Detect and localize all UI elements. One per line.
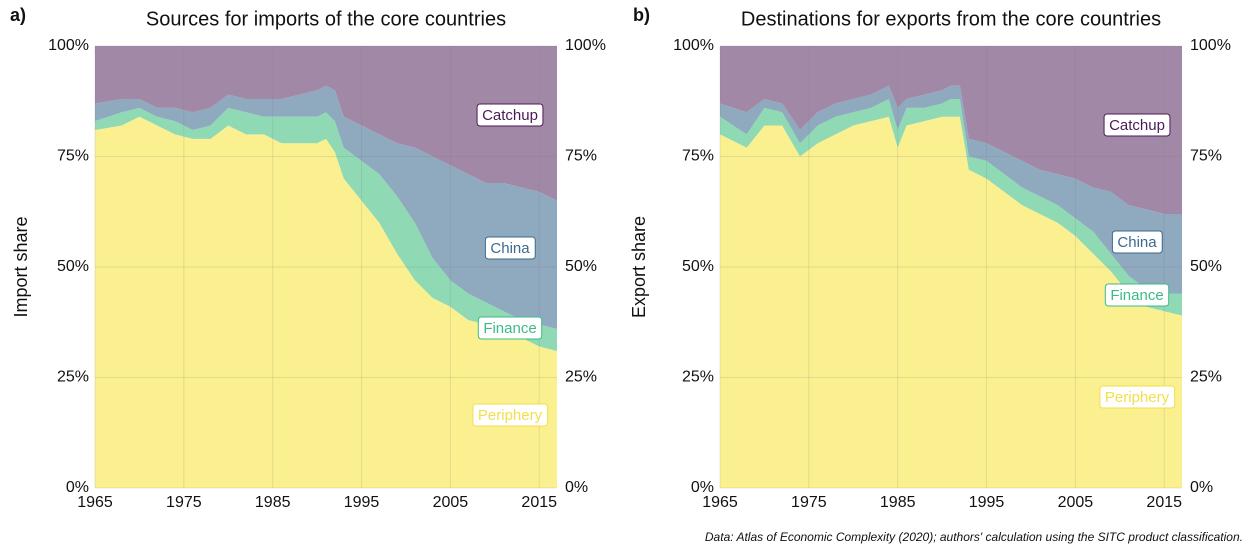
label-box — [1099, 385, 1176, 409]
label-box — [1111, 230, 1163, 254]
area — [720, 46, 1182, 214]
y-tick-label: 75% — [682, 148, 714, 165]
x-tick-label: 1995 — [969, 494, 1005, 511]
x-tick-label: 1995 — [344, 494, 380, 511]
series-label-text: Periphery — [1105, 389, 1170, 406]
area — [720, 85, 1182, 294]
y2-tick-label: 100% — [1190, 37, 1231, 54]
series-label-text: Periphery — [478, 407, 543, 424]
label-box — [472, 403, 549, 427]
y2-tick-label: 75% — [565, 148, 597, 165]
label-box — [476, 103, 544, 127]
panel-label: b) — [633, 5, 650, 25]
chart-title: Sources for imports of the core countrie… — [146, 8, 506, 30]
y2-tick-label: 25% — [565, 369, 597, 386]
y2-tick-label: 75% — [1190, 148, 1222, 165]
series-label: Finance — [477, 316, 543, 340]
source-note: Data: Atlas of Economic Complexity (2020… — [705, 530, 1243, 544]
series-label-text: Finance — [1110, 287, 1163, 304]
y-axis-label: Import share — [11, 216, 31, 317]
y2-tick-label: 25% — [1190, 369, 1222, 386]
y-tick-label: 50% — [57, 258, 89, 275]
y-tick-label: 100% — [48, 37, 89, 54]
y-axis-label: Export share — [629, 216, 649, 318]
series-label-text: Catchup — [482, 107, 538, 124]
series-label-text: China — [490, 240, 530, 257]
series-label: Periphery — [1099, 385, 1176, 409]
x-tick-label: 2015 — [1146, 494, 1182, 511]
panel-label: a) — [10, 5, 26, 25]
y2-tick-label: 50% — [1190, 258, 1222, 275]
series-label: Catchup — [476, 103, 544, 127]
area — [720, 116, 1182, 488]
y-tick-label: 50% — [682, 258, 714, 275]
label-box — [477, 316, 543, 340]
label-box — [484, 236, 536, 260]
y2-tick-label: 50% — [565, 258, 597, 275]
x-tick-label: 2005 — [433, 494, 469, 511]
series-label: China — [1111, 230, 1163, 254]
x-tick-label: 1985 — [880, 494, 916, 511]
y-tick-label: 0% — [691, 479, 714, 496]
chart-title: Destinations for exports from the core c… — [741, 8, 1161, 30]
y-tick-label: 25% — [682, 369, 714, 386]
x-tick-label: 1965 — [77, 494, 113, 511]
y2-tick-label: 0% — [565, 479, 588, 496]
area — [95, 107, 557, 351]
y-tick-label: 0% — [66, 479, 89, 496]
series-label-text: China — [1117, 234, 1157, 251]
x-tick-label: 1965 — [702, 494, 738, 511]
y2-tick-label: 0% — [1190, 479, 1213, 496]
series-label-text: Finance — [483, 320, 536, 337]
y-tick-label: 25% — [57, 369, 89, 386]
x-tick-label: 1985 — [255, 494, 291, 511]
area — [95, 85, 557, 329]
label-box — [1104, 283, 1170, 307]
series-label: China — [484, 236, 536, 260]
label-box — [1103, 113, 1171, 137]
series-label: Catchup — [1103, 113, 1171, 137]
area — [95, 116, 557, 488]
series-label-text: Catchup — [1109, 117, 1165, 134]
x-tick-label: 1975 — [166, 494, 202, 511]
y-tick-label: 100% — [673, 37, 714, 54]
x-tick-label: 2005 — [1058, 494, 1094, 511]
series-label: Finance — [1104, 283, 1170, 307]
series-label: Periphery — [472, 403, 549, 427]
y-tick-label: 75% — [57, 148, 89, 165]
x-tick-label: 2015 — [521, 494, 557, 511]
area — [95, 46, 557, 201]
x-tick-label: 1975 — [791, 494, 827, 511]
y2-tick-label: 100% — [565, 37, 606, 54]
